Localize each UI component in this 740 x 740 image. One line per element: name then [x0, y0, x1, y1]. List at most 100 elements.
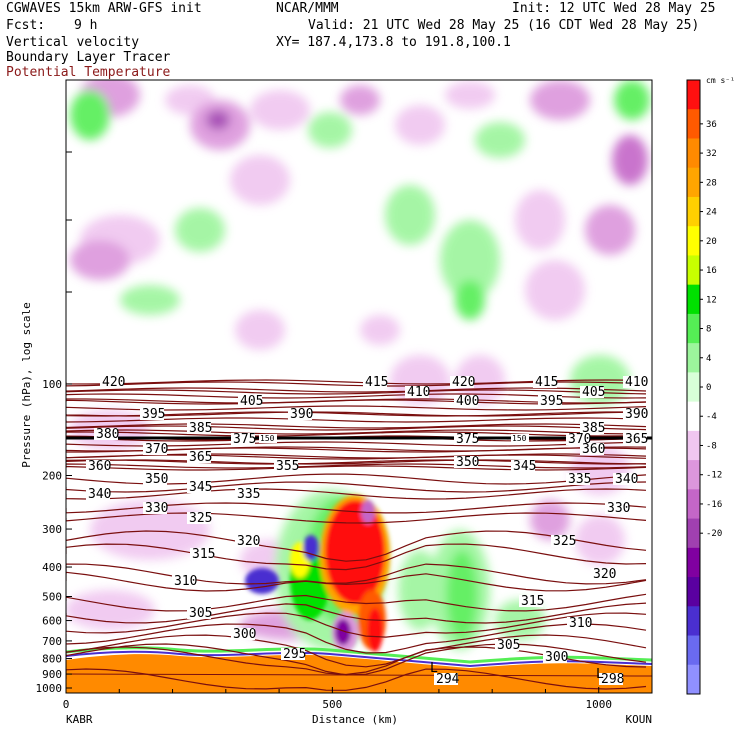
theta-label: 330 — [145, 501, 168, 516]
y-tick-label: 100 — [42, 378, 62, 391]
theta-contour — [66, 668, 647, 691]
theta-label-bg — [613, 473, 637, 485]
theta-label-bg — [580, 386, 604, 398]
theta-contour — [66, 459, 647, 465]
theta-label: 300 — [233, 627, 256, 642]
theta-label-bg — [538, 395, 562, 407]
isobar-label-bg — [511, 434, 529, 443]
theta-label: 295 — [283, 647, 306, 662]
theta-label-bg — [566, 433, 590, 445]
theta-label: 340 — [615, 472, 638, 487]
colorbar-swatch — [687, 255, 700, 286]
colorbar-label: 32 — [706, 149, 717, 159]
theta-label: 410 — [625, 375, 648, 390]
theta-label: 325 — [553, 534, 576, 549]
colorbar-label: 4 — [706, 354, 711, 364]
theta-label: 390 — [290, 407, 313, 422]
colorbar-label: 28 — [706, 178, 717, 188]
colorbar-swatch — [687, 606, 700, 637]
x-tick-label: 1000 — [585, 698, 612, 711]
colorbar-label: 0 — [706, 383, 711, 393]
theta-label-bg — [519, 595, 543, 607]
field-boundary-layer-tracer: Boundary Layer Tracer — [6, 50, 171, 65]
y-tick-label: 700 — [42, 635, 62, 648]
colorbar-unit: cm s⁻¹ — [706, 76, 735, 85]
theta-label: 400 — [456, 394, 479, 409]
theta-label: 365 — [189, 450, 212, 465]
theta-label-bg — [187, 512, 211, 524]
theta-label: 380 — [96, 427, 119, 442]
colorbar-swatch — [687, 518, 700, 549]
theta-label-bg — [434, 673, 458, 685]
theta-label-bg — [363, 376, 387, 388]
theta-label-bg — [231, 628, 255, 640]
theta-label: 375 — [233, 432, 256, 447]
colorbar-swatch — [687, 372, 700, 403]
colorbar-swatch — [687, 460, 700, 490]
colorbar-swatch — [687, 138, 700, 169]
theta-label-bg — [543, 651, 567, 663]
theta-label: 365 — [625, 432, 648, 447]
x-axis-label: Distance (km) — [312, 713, 398, 726]
theta-label-bg — [187, 451, 211, 463]
theta-contour — [66, 563, 647, 585]
theta-label-bg — [231, 433, 255, 445]
theta-label: 320 — [593, 567, 616, 582]
theta-label: 420 — [102, 375, 125, 390]
theta-label: 315 — [192, 547, 215, 562]
colorbar-label: 12 — [706, 295, 717, 305]
forecast-label: Fcst: — [6, 18, 46, 33]
theta-label: 415 — [535, 375, 558, 390]
theta-label-bg — [566, 473, 590, 485]
theta-contour — [66, 389, 647, 395]
left-station: KABR — [66, 713, 93, 726]
theta-label-bg — [450, 376, 474, 388]
y-tick-label: 200 — [42, 470, 62, 483]
theta-label: 320 — [237, 534, 260, 549]
theta-label-bg — [94, 428, 118, 440]
theta-label: 345 — [513, 459, 536, 474]
y-tick-label: 900 — [42, 668, 62, 681]
colorbar-label: 20 — [706, 237, 717, 247]
theta-label: 325 — [189, 511, 212, 526]
theta-label-bg — [274, 460, 298, 472]
theta-label: 350 — [456, 455, 479, 470]
theta-label: 294 — [436, 672, 460, 687]
theta-label-bg — [495, 639, 519, 651]
colorbar-swatch — [687, 664, 700, 695]
colorbar-swatch — [687, 226, 700, 256]
theta-label: 298 — [601, 672, 624, 687]
isobar-label-bg — [259, 434, 277, 443]
theta-label-bg — [190, 548, 214, 560]
colorbar-label: 8 — [706, 325, 711, 335]
theta-label: 405 — [582, 385, 605, 400]
theta-contour — [66, 454, 647, 460]
theta-label: 310 — [174, 574, 197, 589]
theta-contour — [66, 543, 647, 571]
right-station: KOUN — [626, 713, 653, 726]
theta-label-bg — [405, 386, 429, 398]
theta-label: 330 — [607, 501, 630, 516]
theta-label-bg — [533, 376, 557, 388]
theta-label-bg — [605, 502, 629, 514]
theta-labels: 420 415 420 415 410 410 405 405 400 395 395 390 390 3… — [86, 375, 648, 687]
theta-contour — [66, 488, 647, 500]
theta-label-bg — [187, 481, 211, 493]
y-tick-label: 600 — [42, 615, 62, 628]
colorbar-swatch — [687, 401, 700, 432]
low-marker: L — [430, 661, 438, 676]
colorbar-label: -16 — [706, 500, 722, 510]
theta-label: 370 — [145, 442, 168, 457]
theta-label-bg — [238, 395, 262, 407]
colorbar-swatch — [687, 577, 700, 607]
cross-section-endpoints: XY= 187.4,173.8 to 191.8,100.1 — [276, 35, 511, 50]
y-tick-label: 800 — [42, 653, 62, 666]
theta-contour — [66, 417, 647, 423]
theta-contour — [66, 425, 647, 431]
theta-label: 305 — [189, 606, 212, 621]
theta-label-bg — [567, 617, 591, 629]
theta-contour — [66, 512, 647, 524]
theta-label: 390 — [625, 407, 648, 422]
theta-label-bg — [623, 433, 647, 445]
